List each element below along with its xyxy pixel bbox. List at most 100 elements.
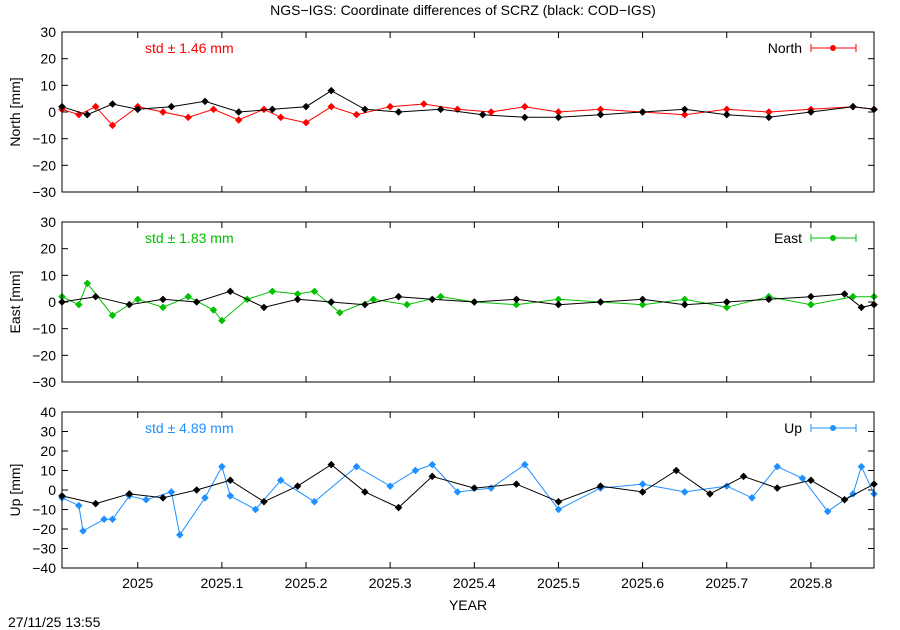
data-point — [453, 488, 462, 496]
data-point — [849, 102, 857, 111]
legend-marker — [830, 45, 836, 51]
data-point — [352, 110, 361, 119]
y-tick-label: 30 — [40, 424, 56, 440]
data-point — [226, 476, 235, 485]
y-axis-label: East [mm] — [7, 270, 23, 333]
data-point — [554, 497, 563, 506]
data-point — [478, 110, 487, 119]
data-point — [722, 110, 731, 119]
series-line — [61, 90, 875, 118]
data-point — [167, 488, 176, 496]
data-point — [773, 462, 781, 471]
data-point — [394, 108, 403, 116]
y-tick-label: −20 — [32, 521, 56, 537]
data-point — [428, 460, 437, 469]
data-point — [596, 298, 605, 306]
timestamp: 27/11/25 13:55 — [8, 614, 101, 630]
data-point — [798, 474, 807, 483]
std-annotation: std ± 1.46 mm — [145, 40, 234, 56]
data-point — [596, 482, 605, 490]
data-point — [765, 295, 773, 304]
data-point — [201, 97, 209, 106]
data-point — [554, 505, 563, 514]
y-tick-label: 0 — [48, 482, 56, 498]
data-point — [722, 303, 731, 312]
data-point — [234, 108, 243, 116]
data-point — [91, 102, 100, 111]
y-tick-label: 30 — [40, 24, 56, 40]
panel-north: 30 20 10 0 −10 −20 −30 North [mm] std ± 1.46 mm N… — [7, 24, 878, 200]
y-tick-label: −20 — [32, 157, 56, 173]
data-point — [108, 100, 117, 108]
data-point — [807, 300, 815, 309]
y-axis-label: North [mm] — [7, 77, 23, 146]
plot-frame — [61, 31, 875, 193]
data-point — [512, 300, 521, 309]
legend-label: Up — [784, 420, 802, 436]
data-point — [83, 279, 92, 288]
data-point — [184, 113, 192, 122]
data-point — [108, 515, 117, 524]
data-point — [521, 113, 529, 122]
x-tick-label: 2025.7 — [705, 575, 748, 591]
data-point — [361, 105, 369, 114]
data-point — [100, 515, 108, 524]
y-tick-label: −10 — [32, 321, 56, 337]
data-point — [268, 105, 277, 114]
data-point — [369, 295, 378, 304]
data-point — [436, 105, 445, 114]
data-point — [394, 503, 403, 512]
data-point — [680, 300, 689, 309]
data-point — [428, 295, 437, 304]
data-point — [159, 303, 167, 312]
data-point — [487, 108, 495, 116]
data-point — [133, 295, 142, 304]
panel-up: 40 30 20 10 0 −10 −20 −30 −40 Up [mm] std ± 4.89 m… — [7, 404, 878, 576]
y-tick-label: 10 — [40, 267, 56, 283]
data-point — [361, 488, 369, 496]
std-annotation: std ± 1.83 mm — [145, 230, 234, 246]
data-point — [680, 110, 689, 119]
data-point — [302, 118, 310, 127]
data-point — [226, 287, 235, 296]
data-point — [638, 480, 647, 488]
data-point — [142, 495, 150, 504]
data-point — [268, 287, 277, 296]
plot-frame — [61, 221, 875, 383]
data-point — [192, 486, 201, 494]
y-tick-label: −30 — [32, 541, 56, 557]
data-point — [840, 495, 849, 504]
data-point — [672, 466, 681, 475]
data-point — [680, 488, 689, 496]
data-point — [849, 292, 857, 301]
y-tick-label: −10 — [32, 131, 56, 147]
data-point — [361, 300, 369, 309]
data-point — [706, 490, 714, 498]
data-point — [176, 531, 184, 539]
panel-east: 30 20 10 0 −10 −20 −30 East [mm] std ± 1.83 mm Ea… — [7, 214, 878, 390]
x-tick-label: 2025.3 — [369, 575, 412, 591]
data-point — [91, 292, 100, 301]
data-point — [260, 303, 268, 312]
y-tick-label: 30 — [40, 214, 56, 230]
data-point — [218, 462, 226, 471]
series-line — [61, 463, 875, 537]
y-tick-label: −30 — [32, 374, 56, 390]
data-point — [83, 110, 92, 119]
data-point — [823, 507, 832, 516]
data-point — [310, 497, 319, 506]
data-point — [79, 527, 87, 535]
data-point — [335, 308, 344, 317]
series-line — [61, 463, 875, 509]
y-tick-label: −10 — [32, 502, 56, 518]
data-point — [108, 311, 117, 320]
data-point — [521, 460, 529, 469]
data-point — [75, 501, 83, 510]
data-point — [277, 476, 285, 485]
data-point — [125, 490, 134, 498]
y-tick-label: 10 — [40, 463, 56, 479]
data-point — [184, 292, 192, 301]
data-point — [302, 102, 310, 111]
data-point — [773, 484, 781, 492]
data-point — [201, 494, 209, 502]
